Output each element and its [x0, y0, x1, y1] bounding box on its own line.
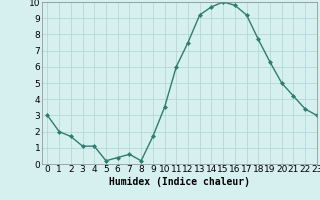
X-axis label: Humidex (Indice chaleur): Humidex (Indice chaleur) — [109, 177, 250, 187]
